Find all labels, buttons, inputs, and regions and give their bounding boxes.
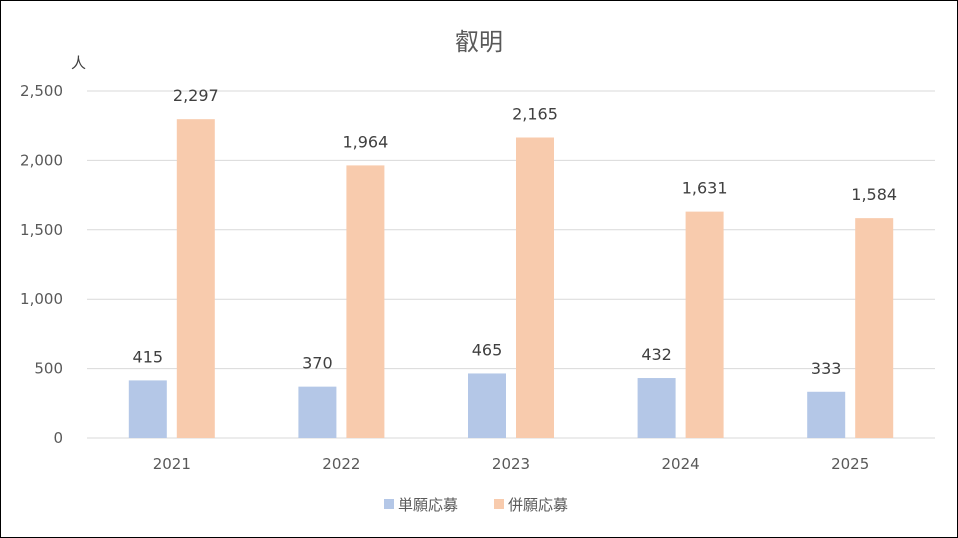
data-label-1-2025: 333 — [811, 359, 842, 378]
legend: 単願応募 併願応募 — [384, 496, 568, 514]
bar-2-2025 — [855, 218, 894, 438]
data-label-1-2022: 370 — [302, 354, 333, 373]
data-labels: 415 2,297 370 1,964 465 2,165 432 1,631 333 1,584 — [133, 86, 898, 378]
y-tick-label-1500: 1,500 — [20, 221, 63, 239]
bar-1-2024 — [637, 378, 676, 438]
y-tick-label-500: 500 — [34, 360, 63, 378]
x-tick-label-2024: 2024 — [662, 455, 700, 473]
x-tick-label-2021: 2021 — [153, 455, 191, 473]
y-axis-unit: 人 — [71, 54, 86, 72]
bar-1-2021 — [128, 380, 167, 438]
bar-2-2021 — [176, 119, 215, 439]
bar-1-2025 — [807, 391, 846, 438]
data-label-2-2022: 1,964 — [342, 132, 388, 151]
data-label-1-2021: 415 — [133, 347, 164, 366]
data-label-1-2024: 432 — [641, 345, 672, 364]
data-label-2-2024: 1,631 — [682, 179, 728, 198]
data-label-2-2021: 2,297 — [173, 86, 219, 105]
data-label-2-2025: 1,584 — [851, 185, 897, 204]
legend-swatch-1 — [384, 499, 394, 509]
bar-1-2023 — [468, 373, 506, 438]
y-tick-label-0: 0 — [53, 429, 63, 447]
legend-label-2: 併願応募 — [508, 496, 568, 514]
x-tick-labels: 2021 2022 2023 2024 2025 — [153, 455, 870, 473]
y-tick-label-2500: 2,500 — [20, 82, 63, 100]
legend-swatch-2 — [494, 499, 504, 509]
x-tick-label-2023: 2023 — [492, 455, 530, 473]
data-label-2-2023: 2,165 — [512, 104, 558, 123]
bar-2-2024 — [685, 211, 724, 438]
data-label-1-2023: 465 — [472, 340, 503, 359]
legend-label-1: 単願応募 — [398, 496, 458, 514]
bar-2-2023 — [516, 137, 554, 439]
gridlines — [87, 90, 935, 439]
chart-title: 叡明 — [455, 28, 503, 56]
y-tick-labels: 0 500 1,000 1,500 2,000 2,500 — [20, 82, 63, 447]
bar-1-2022 — [298, 386, 337, 438]
bar-2-2022 — [346, 165, 385, 439]
y-tick-label-2000: 2,000 — [20, 151, 63, 169]
x-tick-label-2022: 2022 — [322, 455, 360, 473]
x-tick-label-2025: 2025 — [831, 455, 869, 473]
y-tick-label-1000: 1,000 — [20, 290, 63, 308]
bars — [128, 119, 894, 439]
